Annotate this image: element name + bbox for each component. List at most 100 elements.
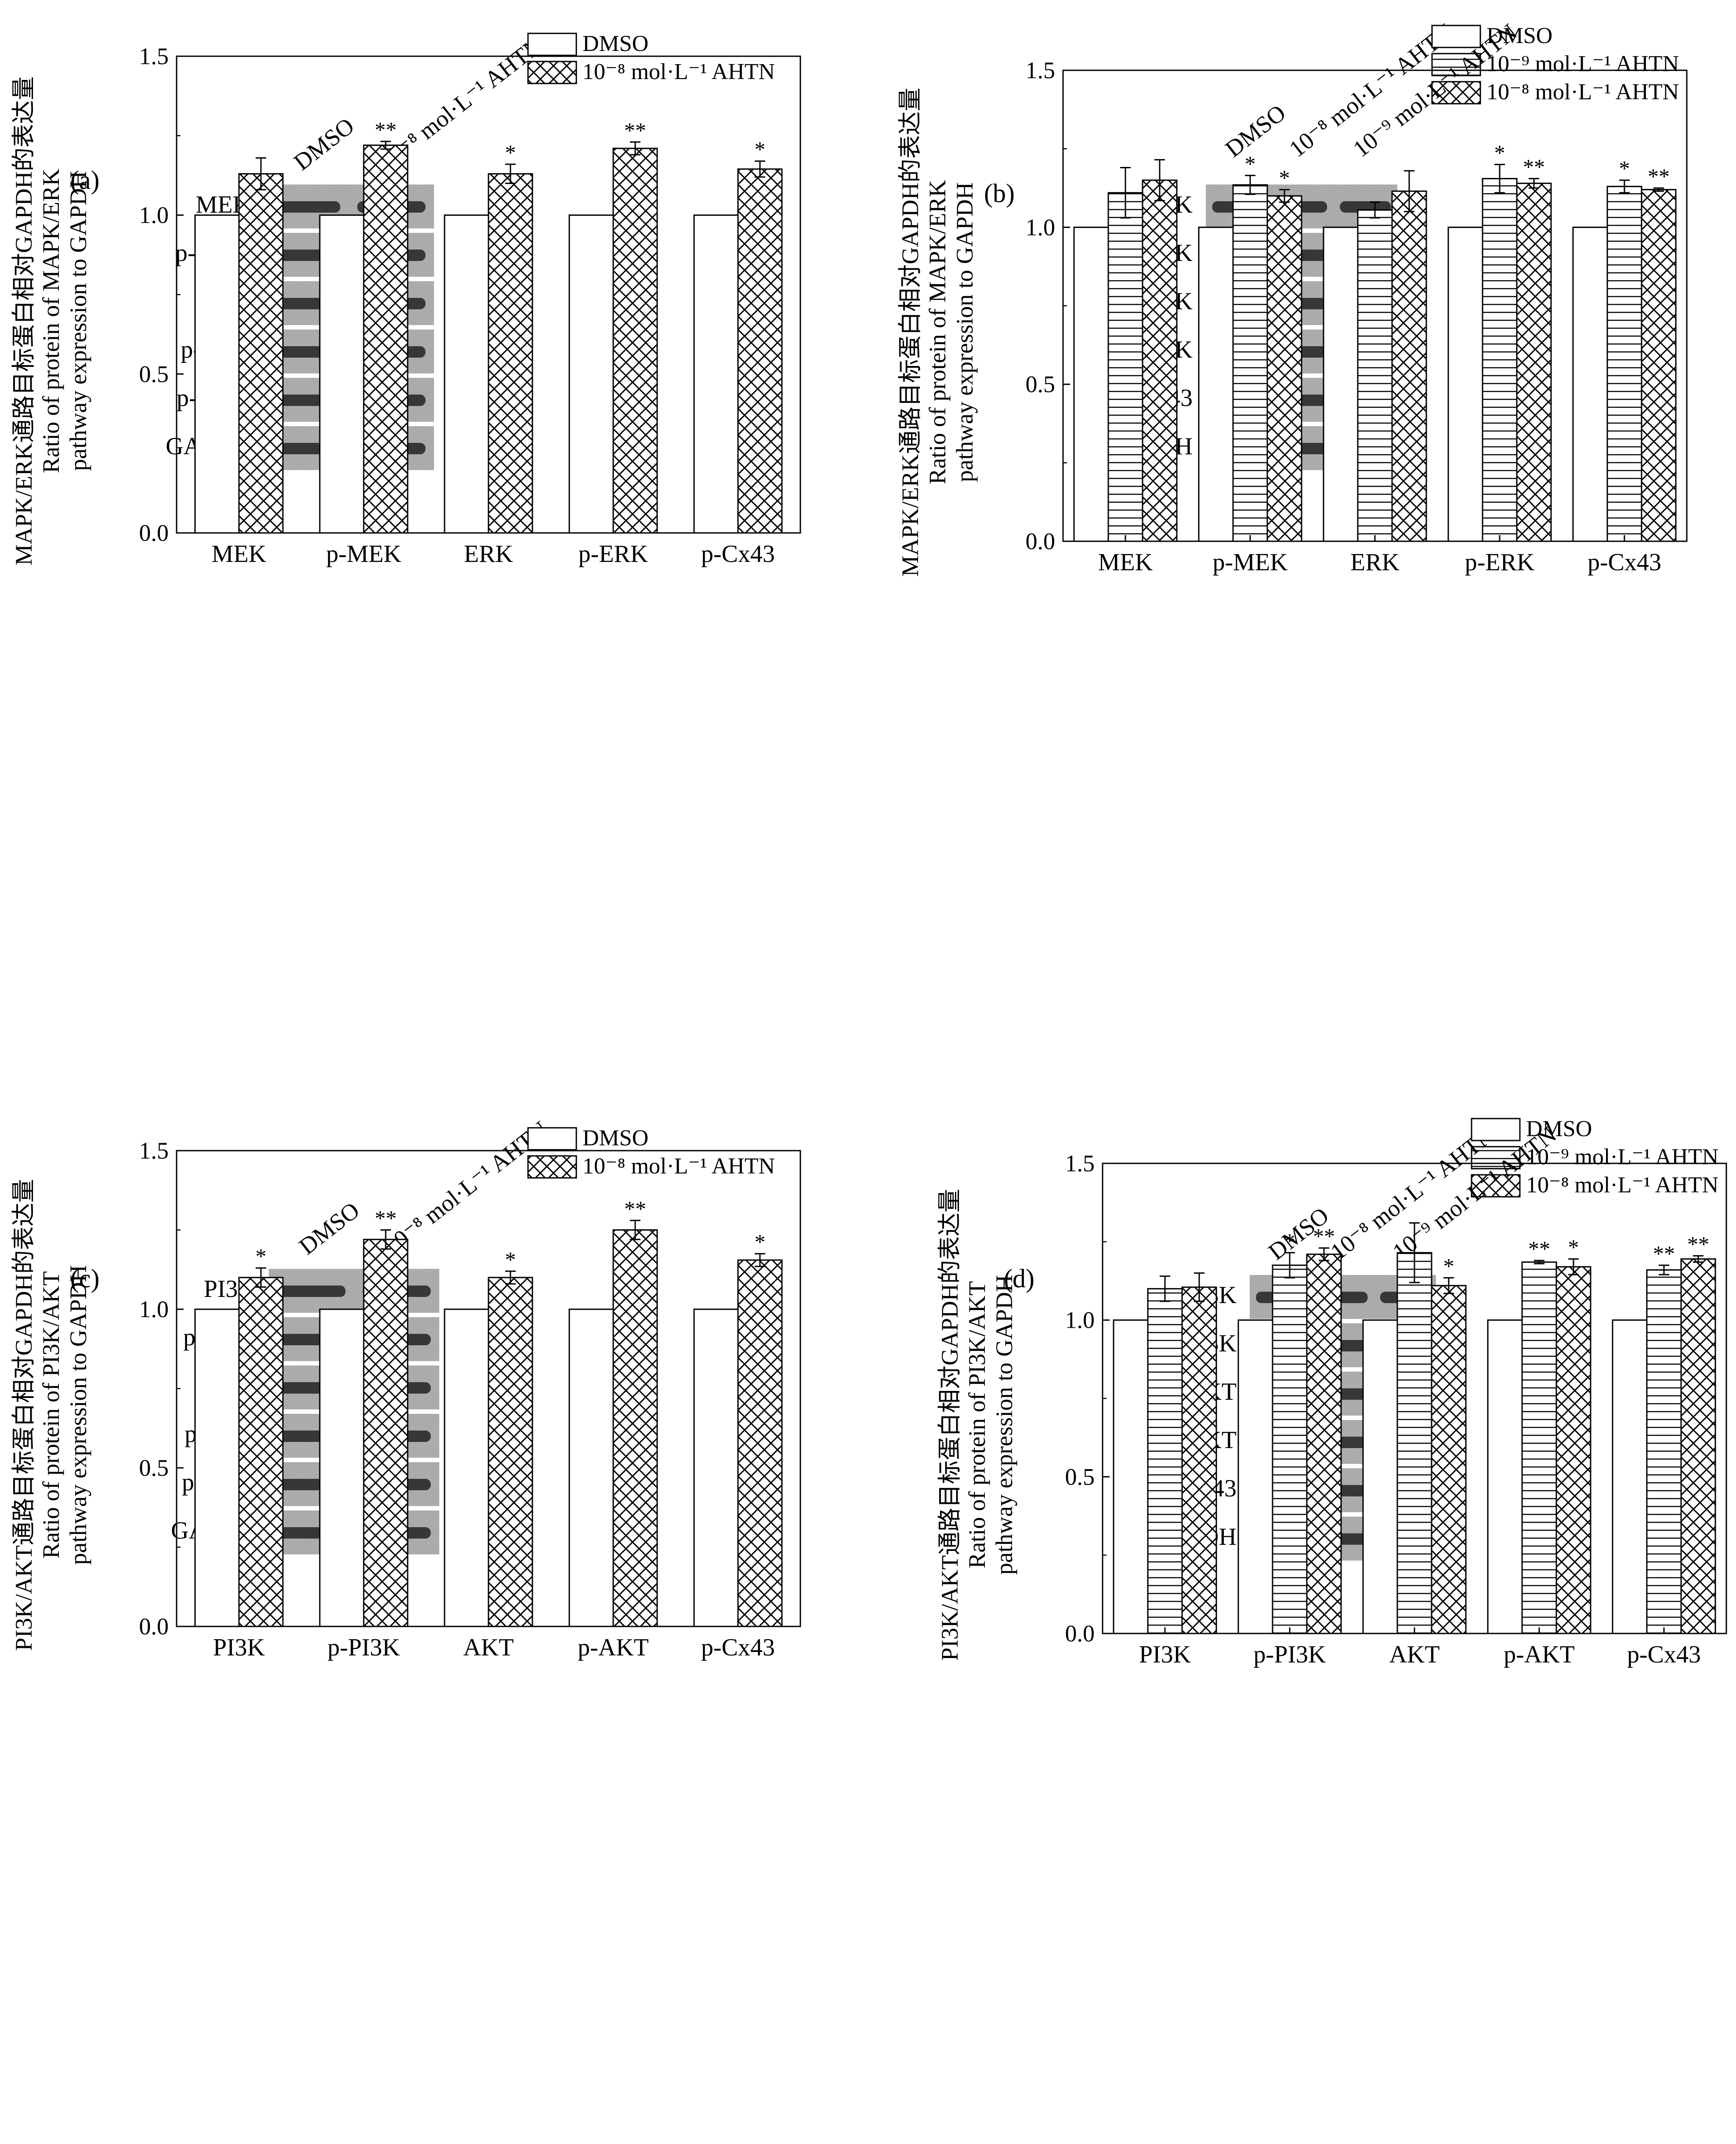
x-tick-label: ERK <box>464 540 513 568</box>
bar <box>737 1259 783 1627</box>
x-tick-label: MEK <box>212 540 266 568</box>
bar <box>1572 226 1608 542</box>
y-axis-title-en: Ratio of protein of PI3K/AKT <box>38 1271 64 1559</box>
legend-label: DMSO <box>1486 23 1552 48</box>
bar <box>1198 226 1234 542</box>
lane-header: 10⁻⁸ mol·L⁻¹ AHTN <box>379 1116 553 1260</box>
bar <box>1113 1319 1149 1634</box>
bar <box>1073 226 1109 542</box>
y-axis-title-en: Ratio of protein of MAPK/ERK <box>38 169 64 473</box>
significance-marker: * <box>1619 156 1630 181</box>
x-tick-label: MEK <box>1098 549 1153 576</box>
legend-label: DMSO <box>582 1126 648 1151</box>
bar <box>1391 190 1427 542</box>
panel-letter: (b) <box>984 179 1015 208</box>
significance-marker: * <box>755 137 766 162</box>
bar <box>1362 1319 1398 1634</box>
legend-swatch <box>527 33 577 56</box>
panel-letter: (c) <box>70 1264 100 1293</box>
y-tick-label: 0.0 <box>1026 528 1056 554</box>
y-tick-label: 1.0 <box>1065 1307 1095 1333</box>
significance-marker: ** <box>375 117 397 142</box>
bar <box>568 214 614 534</box>
bar <box>1237 1319 1273 1634</box>
y-tick-label: 1.0 <box>1026 214 1056 240</box>
x-tick-label: p-ERK <box>579 540 648 568</box>
significance-marker: * <box>755 1230 766 1254</box>
legend-label: 10⁻⁸ mol·L⁻¹ AHTN <box>1486 80 1679 105</box>
bar <box>194 1308 240 1627</box>
bar <box>1612 1319 1648 1634</box>
bar-chart: 0.0 0.5 1.0 1.5 MEK ** p-MEK * ERK ** p-ERK * p-Cx43… <box>139 31 801 568</box>
significance-marker: ** <box>1687 1231 1709 1256</box>
bar <box>612 148 658 534</box>
y-tick-label: 1.5 <box>1065 1150 1095 1177</box>
y-axis-title-en: pathway expression to GAPDH <box>951 182 978 482</box>
significance-marker: ** <box>1528 1236 1550 1261</box>
bar <box>1142 179 1178 542</box>
bar <box>1482 178 1518 542</box>
legend-swatch <box>1471 1146 1521 1170</box>
bar <box>693 1308 739 1627</box>
bar <box>1431 1285 1467 1634</box>
y-axis-title-en: pathway expression to GAPDH <box>65 171 91 471</box>
panel-d: (d) DMSO 10⁻⁸ mol·L⁻¹ AHTN 10⁻⁹ mol·L⁻¹ AHT… <box>937 1116 1727 1668</box>
x-tick-label: p-MEK <box>1212 549 1288 576</box>
bar <box>1606 185 1642 542</box>
x-tick-label: p-Cx43 <box>1627 1641 1701 1668</box>
bar <box>238 1277 284 1627</box>
bar <box>319 1308 365 1627</box>
bar <box>444 1308 489 1627</box>
legend-label: 10⁻⁹ mol·L⁻¹ AHTN <box>1526 1144 1718 1170</box>
significance-marker: * <box>1284 1228 1295 1253</box>
bar <box>444 214 489 534</box>
bar <box>1396 1252 1432 1634</box>
significance-marker: * <box>505 1247 516 1271</box>
bar <box>238 173 284 534</box>
significance-marker: ** <box>1653 1241 1675 1266</box>
legend-swatch <box>1431 53 1481 76</box>
bar <box>1646 1269 1682 1634</box>
y-tick-label: 0.0 <box>1065 1620 1095 1647</box>
significance-marker: ** <box>624 118 646 142</box>
bar <box>1107 192 1143 542</box>
legend-swatch <box>527 1127 577 1151</box>
x-tick-label: p-PI3K <box>328 1634 400 1661</box>
panel-letter: (d) <box>1004 1264 1034 1293</box>
bar <box>1487 1319 1523 1634</box>
bar <box>1357 209 1393 542</box>
bar <box>612 1229 658 1627</box>
bar <box>568 1308 614 1627</box>
bar <box>1181 1286 1217 1634</box>
bar <box>363 145 409 534</box>
legend: DMSO 10⁻⁸ mol·L⁻¹ AHTN <box>527 31 775 84</box>
bar <box>1232 184 1268 542</box>
bar <box>1555 1266 1591 1634</box>
panel-b: (b) DMSO 10⁻⁸ mol·L⁻¹ AHTN 10⁻⁹ mol·L⁻¹ AHT… <box>897 18 1688 577</box>
y-tick-label: 0.0 <box>139 520 169 546</box>
significance-marker: ** <box>375 1206 397 1231</box>
blot-band <box>272 201 340 213</box>
legend-swatch <box>527 61 577 84</box>
legend-label: 10⁻⁸ mol·L⁻¹ AHTN <box>1526 1173 1718 1198</box>
panel-a: (a) DMSO 10⁻⁸ mol·L⁻¹ AHTN MEK p-MEK ERK p-ERK… <box>11 31 801 568</box>
legend-swatch <box>1471 1174 1521 1198</box>
significance-marker: ** <box>624 1196 646 1221</box>
legend-label: 10⁻⁸ mol·L⁻¹ AHTN <box>582 59 775 84</box>
legend-swatch <box>527 1155 577 1179</box>
legend-label: DMSO <box>582 31 648 56</box>
x-tick-label: AKT <box>1389 1641 1439 1668</box>
x-tick-label: p-PI3K <box>1254 1641 1326 1668</box>
significance-marker: ** <box>1648 164 1670 188</box>
y-tick-label: 1.5 <box>139 43 169 69</box>
bar <box>319 214 365 534</box>
bar <box>737 168 783 534</box>
x-tick-label: ERK <box>1350 549 1400 576</box>
legend: DMSO 10⁻⁸ mol·L⁻¹ AHTN <box>527 1126 775 1179</box>
y-axis-title-en: pathway expression to GAPDH <box>65 1265 91 1565</box>
bar <box>363 1239 409 1627</box>
legend-label: 10⁻⁹ mol·L⁻¹ AHTN <box>1486 51 1679 76</box>
